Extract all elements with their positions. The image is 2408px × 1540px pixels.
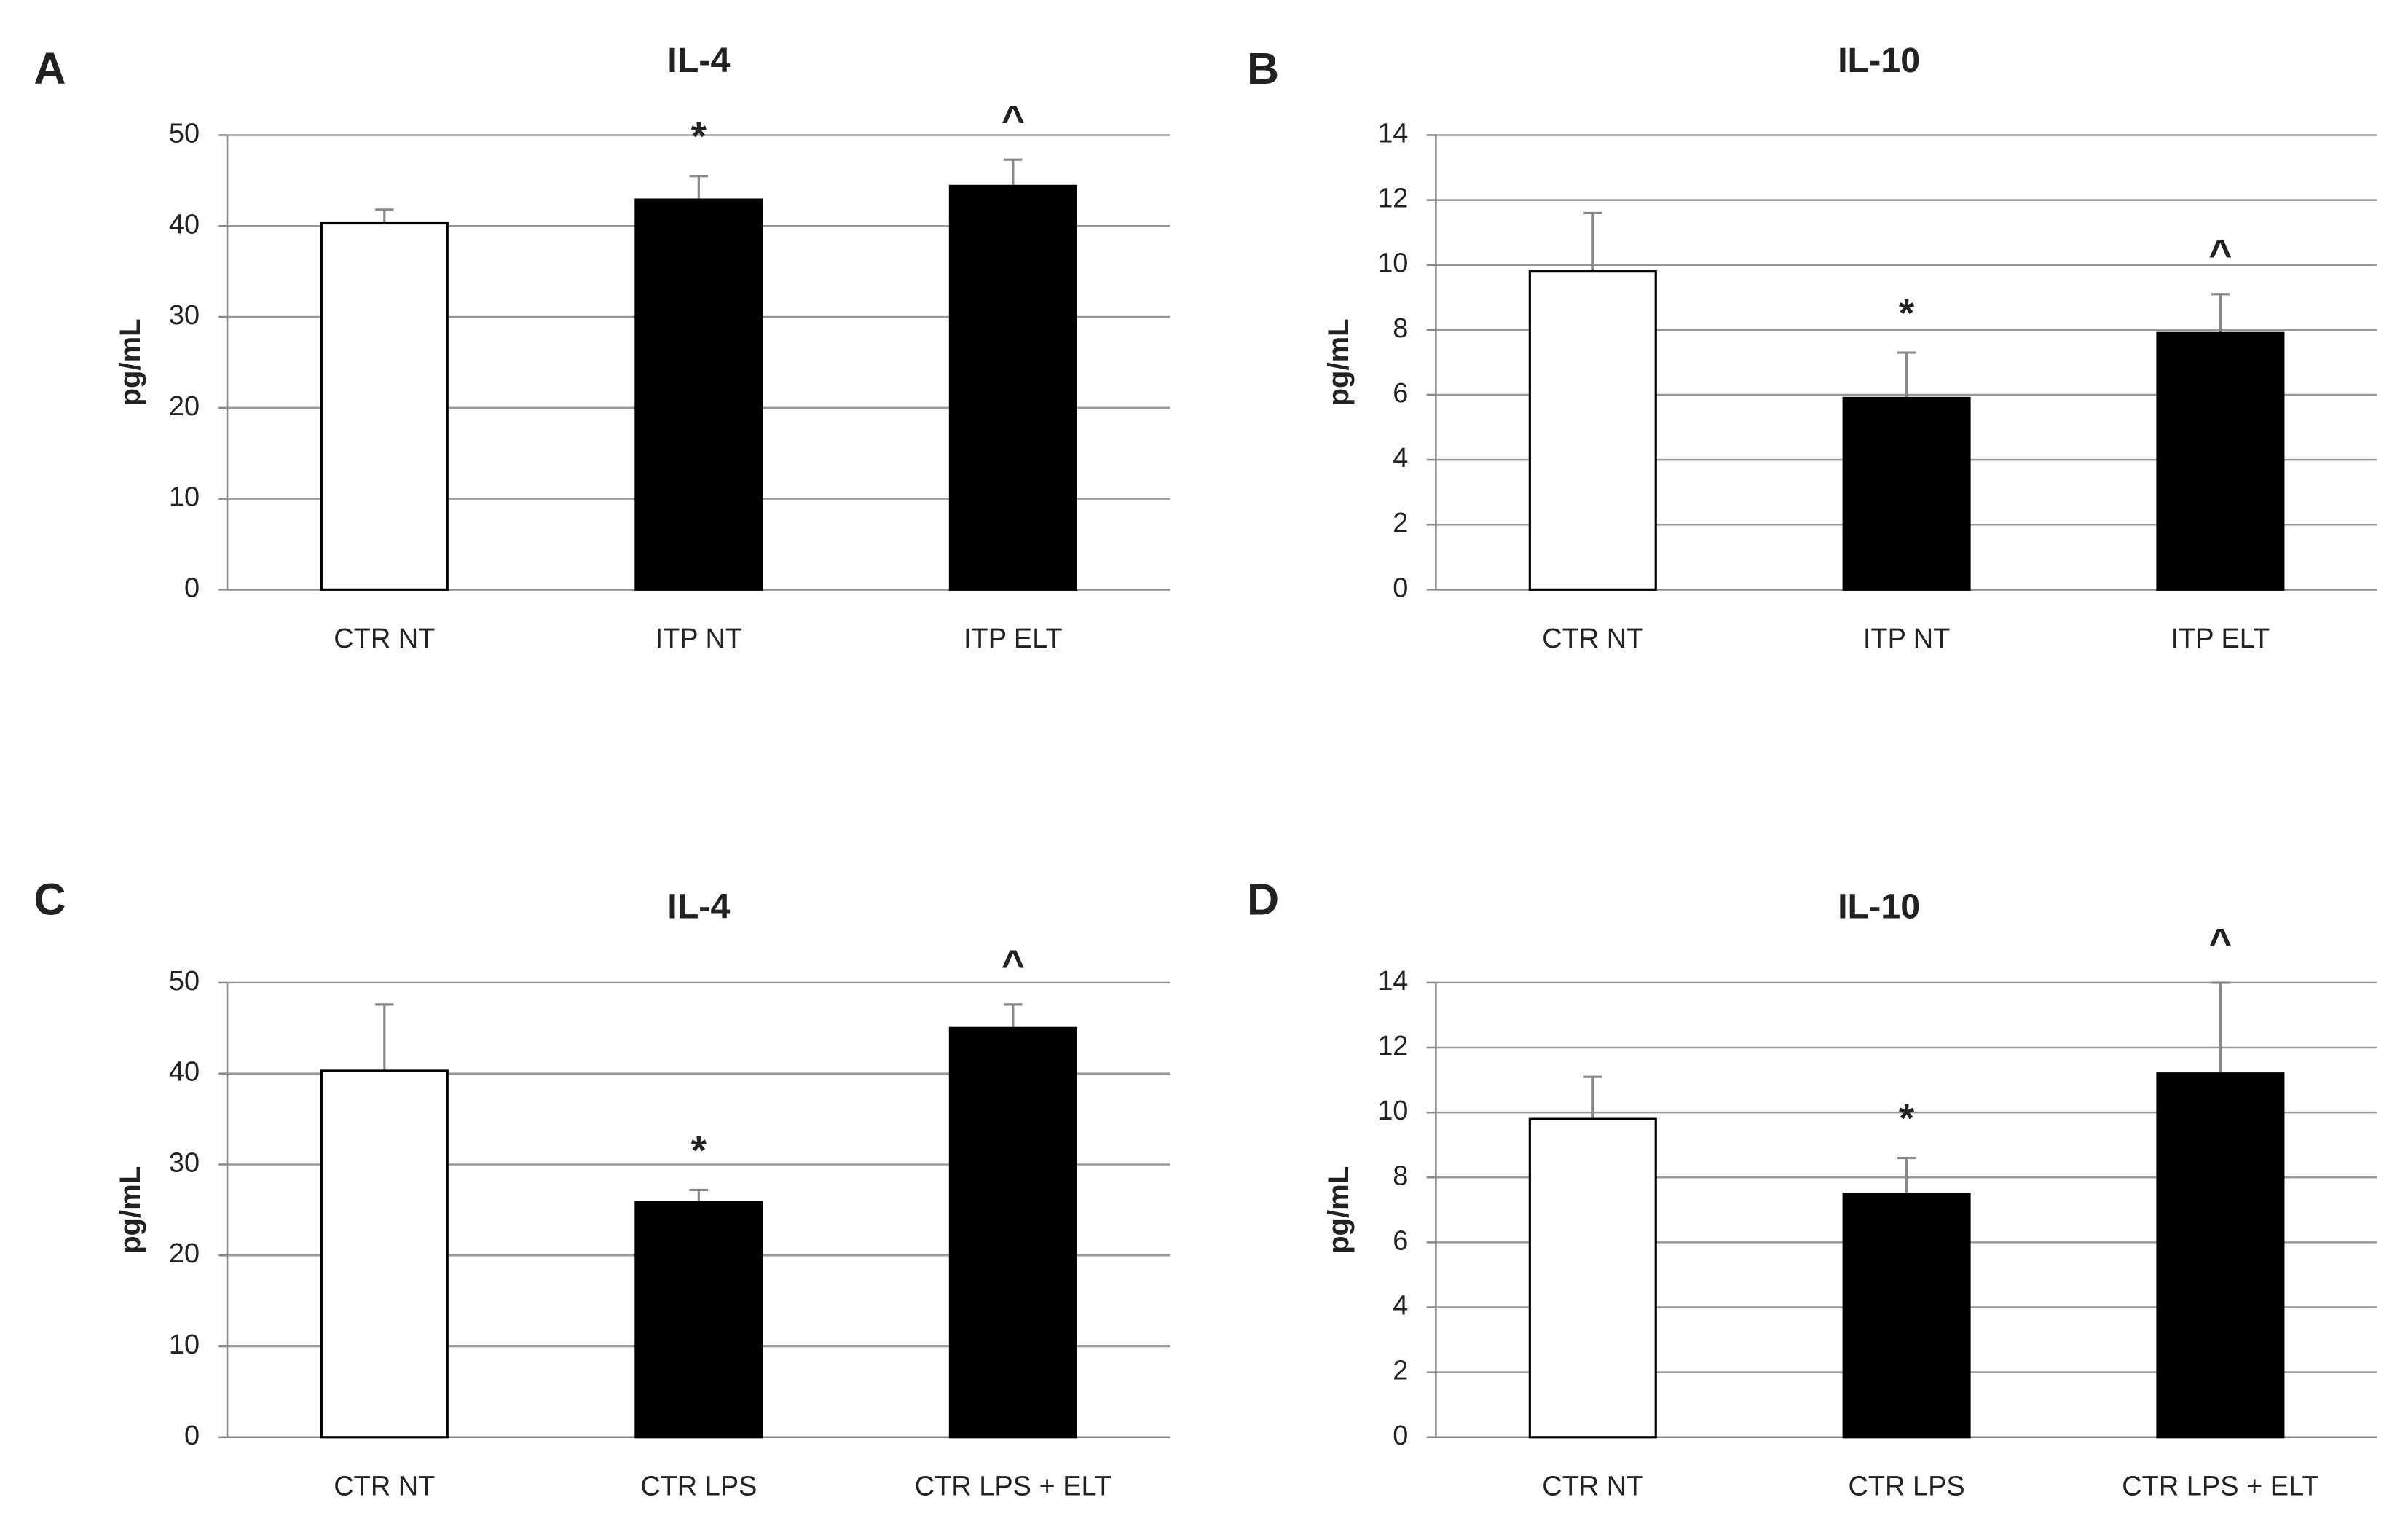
bar [1528,1117,1657,1439]
x-tick-label: ITP ELT [2171,624,2270,654]
x-tick-label: ITP ELT [964,624,1063,654]
x-tick-label: CTR NT [1542,1471,1643,1501]
bar [2156,1072,2285,1439]
y-axis-label: pg/mL [1323,1166,1355,1254]
chart-title: IL-10 [1838,41,1920,80]
y-tick-label: 40 [169,1057,200,1088]
y-tick-label: 30 [169,300,200,331]
x-tick-label: CTR LPS + ELT [915,1471,1111,1501]
x-tick-label: CTR LPS [1848,1471,1964,1501]
annotation: ^ [1002,97,1025,142]
y-tick-label: 4 [1393,443,1408,474]
y-tick-label: 40 [169,209,200,240]
y-tick-label: 50 [169,118,200,149]
bar [948,1026,1077,1439]
x-tick-label: ITP NT [1863,624,1950,654]
annotation: ^ [1002,942,1025,987]
annotation: ^ [2208,920,2232,965]
y-tick-label: 12 [1377,1031,1408,1061]
bar [1842,1192,1971,1439]
x-tick-label: CTR NT [1542,624,1643,654]
chart-title: IL-10 [1838,887,1920,927]
x-tick-label: CTR NT [334,624,435,654]
annotation: * [1899,290,1915,335]
x-tick-label: CTR LPS [640,1471,757,1501]
y-tick-label: 0 [1393,573,1408,603]
chart-title: IL-4 [667,41,730,80]
chart-title: IL-4 [667,887,730,927]
x-tick-label: ITP NT [656,624,742,654]
y-tick-label: 14 [1377,966,1408,997]
y-tick-label: 8 [1393,313,1408,344]
y-tick-label: 2 [1393,1356,1408,1386]
y-tick-label: 20 [169,1238,200,1269]
y-tick-label: 14 [1377,118,1408,149]
bar [634,1201,763,1439]
y-tick-label: 0 [184,573,200,603]
y-tick-label: 50 [169,966,200,997]
y-tick-label: 0 [184,1421,200,1451]
y-tick-label: 10 [1377,248,1408,279]
bar [1528,270,1657,591]
y-tick-label: 4 [1393,1291,1408,1321]
panel-letter: A [34,44,66,93]
annotation: * [691,1127,707,1172]
y-tick-label: 12 [1377,184,1408,214]
y-tick-label: 6 [1393,378,1408,409]
annotation: * [691,114,707,159]
bar [634,198,763,591]
y-tick-label: 30 [169,1147,200,1178]
x-tick-label: CTR LPS + ELT [2122,1471,2318,1501]
bar [320,1069,449,1439]
y-tick-label: 10 [1377,1096,1408,1126]
y-tick-label: 0 [1393,1421,1408,1451]
y-axis-label: pg/mL [114,318,146,406]
bar [2156,331,2285,591]
y-axis-label: pg/mL [114,1166,146,1254]
panel-letter: B [1247,44,1279,93]
y-tick-label: 2 [1393,508,1408,538]
bar [320,221,449,591]
annotation: ^ [2208,232,2232,277]
bar [948,184,1077,591]
annotation: * [1899,1095,1915,1140]
y-axis-label: pg/mL [1323,318,1355,406]
y-tick-label: 10 [169,482,200,513]
y-tick-label: 10 [169,1329,200,1360]
y-tick-label: 20 [169,391,200,422]
bar [1842,396,1971,591]
panel-letter: C [34,874,66,924]
panel-letter: D [1247,874,1279,924]
y-tick-label: 8 [1393,1160,1408,1191]
x-tick-label: CTR NT [334,1471,435,1501]
y-tick-label: 6 [1393,1225,1408,1256]
